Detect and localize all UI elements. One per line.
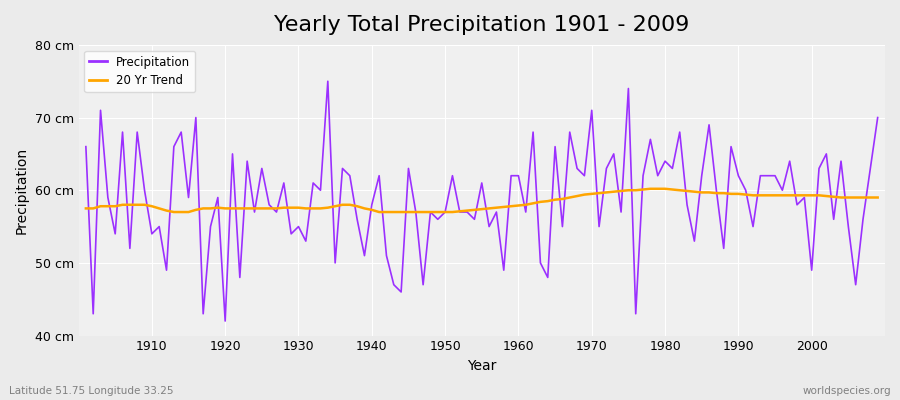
X-axis label: Year: Year (467, 359, 497, 373)
20 Yr Trend (608, 189, 619, 194)
20 Yr Trend (168, 210, 179, 214)
Precipitation (520, 210, 531, 214)
Precipitation (872, 115, 883, 120)
Title: Yearly Total Precipitation 1901 - 2009: Yearly Total Precipitation 1901 - 2009 (274, 15, 689, 35)
Line: 20 Yr Trend: 20 Yr Trend (86, 189, 878, 212)
Precipitation (616, 210, 626, 214)
Text: Latitude 51.75 Longitude 33.25: Latitude 51.75 Longitude 33.25 (9, 386, 174, 396)
20 Yr Trend (645, 186, 656, 191)
20 Yr Trend (80, 206, 91, 211)
Precipitation (527, 130, 538, 134)
Precipitation (220, 319, 230, 324)
Precipitation (140, 188, 150, 193)
Legend: Precipitation, 20 Yr Trend: Precipitation, 20 Yr Trend (85, 51, 195, 92)
20 Yr Trend (872, 195, 883, 200)
Y-axis label: Precipitation: Precipitation (15, 147, 29, 234)
Text: worldspecies.org: worldspecies.org (803, 386, 891, 396)
Precipitation (359, 253, 370, 258)
20 Yr Trend (513, 203, 524, 208)
Precipitation (322, 79, 333, 84)
Line: Precipitation: Precipitation (86, 81, 878, 321)
Precipitation (308, 180, 319, 185)
20 Yr Trend (140, 202, 150, 207)
Precipitation (80, 144, 91, 149)
20 Yr Trend (520, 202, 531, 207)
20 Yr Trend (308, 206, 319, 211)
20 Yr Trend (352, 204, 363, 209)
